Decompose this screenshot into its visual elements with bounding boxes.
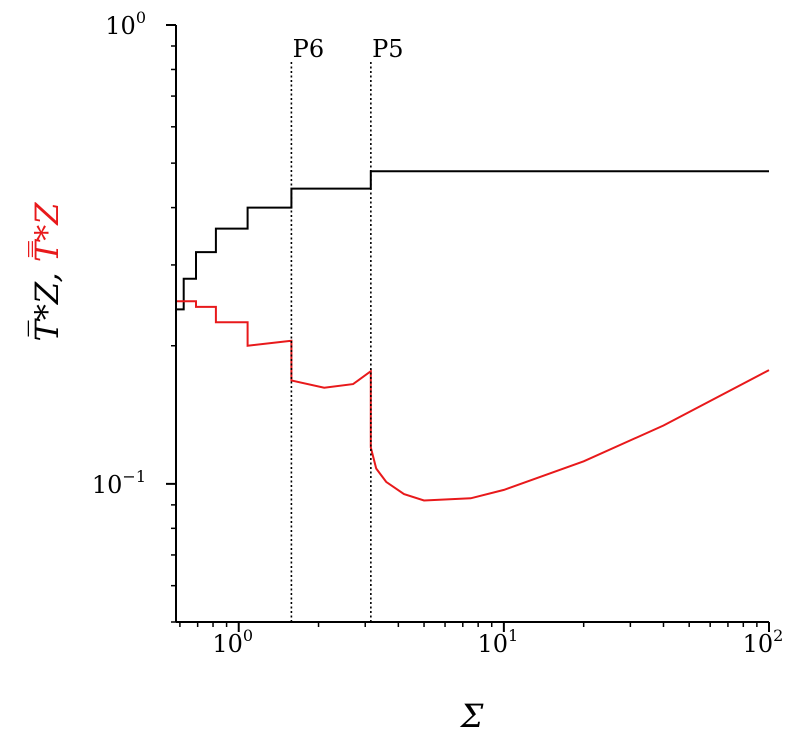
axes: 100 101 102 10−1 100 [92,8,784,658]
plot-lines [176,170,770,502]
x-tick-label: 102 [743,626,784,658]
annotation-label-p5: P5 [372,35,403,63]
y-tick-label: 10−1 [92,467,146,499]
y-tick-label: 100 [105,8,146,40]
y-axis-title: T̅*Z, T̿*Z [27,202,66,342]
x-axis-title: Σ [460,697,484,735]
series-line-1 [176,170,769,311]
y-axis-title-red: T̿*Z [27,202,66,262]
x-tick-label: 101 [477,626,518,658]
y-axis-title-black: T̅*Z, [27,262,66,341]
annotations: P6 P5 [290,35,404,622]
svg-text:T̅*Z, T̿*Z: T̅*Z, T̿*Z [27,202,66,342]
annotation-label-p6: P6 [293,35,324,63]
series-line-2 [176,300,770,502]
x-tick-label: 100 [212,626,253,658]
